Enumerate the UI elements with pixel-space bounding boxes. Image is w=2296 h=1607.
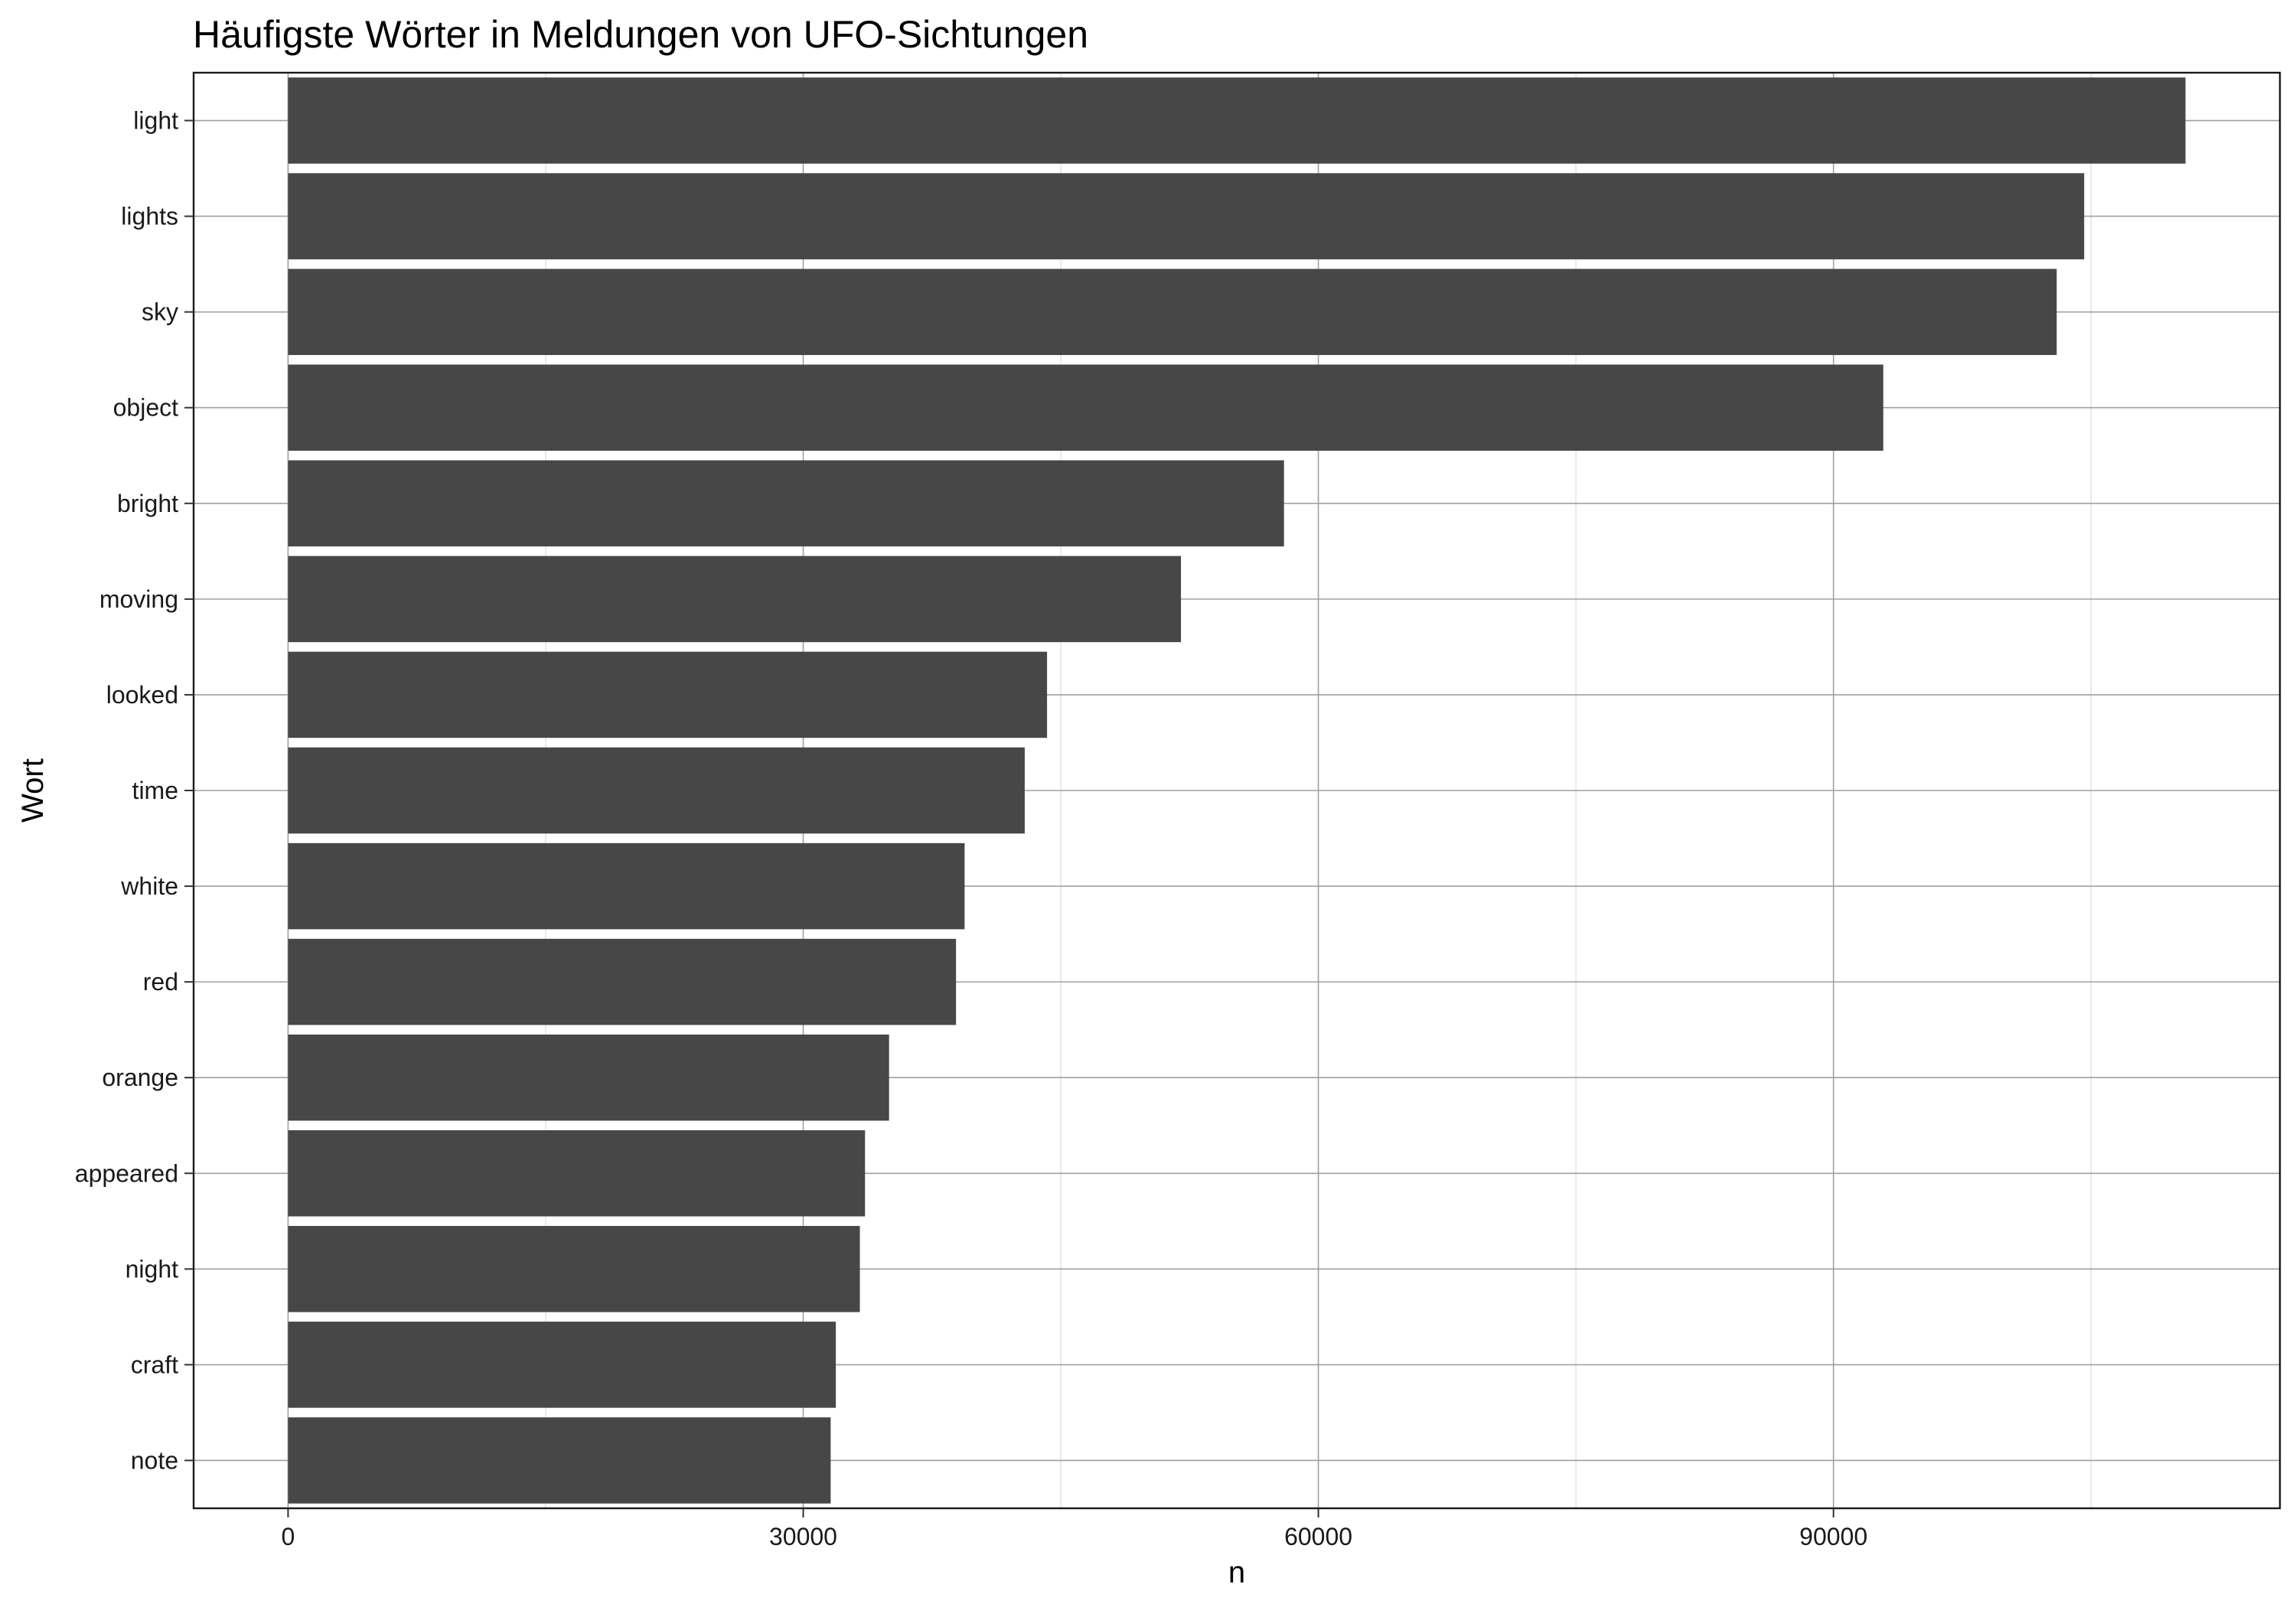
y-axis-title: Wort bbox=[16, 758, 50, 823]
x-tick-label: 30000 bbox=[769, 1523, 837, 1550]
y-tick-label-white: white bbox=[120, 872, 178, 900]
bar-white bbox=[288, 843, 965, 930]
x-axis-title: n bbox=[1228, 1556, 1245, 1589]
bar-object bbox=[288, 364, 1883, 451]
bar-light bbox=[288, 77, 2186, 164]
bar-craft bbox=[288, 1322, 837, 1408]
y-tick-label-looked: looked bbox=[106, 681, 178, 709]
y-tick-label-note: note bbox=[131, 1446, 178, 1474]
bar-night bbox=[288, 1226, 860, 1312]
x-tick-label: 0 bbox=[282, 1523, 295, 1550]
bar-lights bbox=[288, 173, 2085, 259]
x-tick-label: 60000 bbox=[1284, 1523, 1352, 1550]
bar-appeared bbox=[288, 1129, 866, 1217]
y-tick-label-object: object bbox=[113, 394, 179, 422]
bar-looked bbox=[288, 651, 1048, 738]
y-tick-label-night: night bbox=[126, 1255, 179, 1283]
y-tick-label-orange: orange bbox=[102, 1064, 178, 1091]
y-tick-label-craft: craft bbox=[131, 1351, 178, 1378]
bar-bright bbox=[288, 460, 1284, 547]
y-tick-label-moving: moving bbox=[99, 585, 178, 613]
bar-moving bbox=[288, 556, 1182, 643]
bar-sky bbox=[288, 269, 2057, 355]
x-axis: 0 30000 60000 90000 bbox=[282, 1508, 1867, 1550]
bar-note bbox=[288, 1417, 831, 1504]
y-tick-label-red: red bbox=[143, 968, 178, 996]
bars bbox=[288, 77, 2186, 1504]
y-tick-label-sky: sky bbox=[142, 298, 178, 326]
bar-time bbox=[288, 747, 1025, 834]
y-tick-label-bright: bright bbox=[117, 490, 178, 517]
bar-red bbox=[288, 938, 957, 1025]
y-tick-label-light: light bbox=[133, 107, 178, 135]
bar-orange bbox=[288, 1034, 889, 1121]
x-tick-label: 90000 bbox=[1799, 1523, 1867, 1550]
y-tick-label-lights: lights bbox=[121, 203, 178, 230]
y-axis: light lights sky object bright moving looked ti… bbox=[75, 107, 194, 1474]
chart-title: Häufigste Wörter in Meldungen von UFO-Si… bbox=[193, 13, 1088, 56]
y-tick-label-time: time bbox=[132, 777, 178, 804]
y-tick-label-appeared: appeared bbox=[75, 1159, 178, 1187]
